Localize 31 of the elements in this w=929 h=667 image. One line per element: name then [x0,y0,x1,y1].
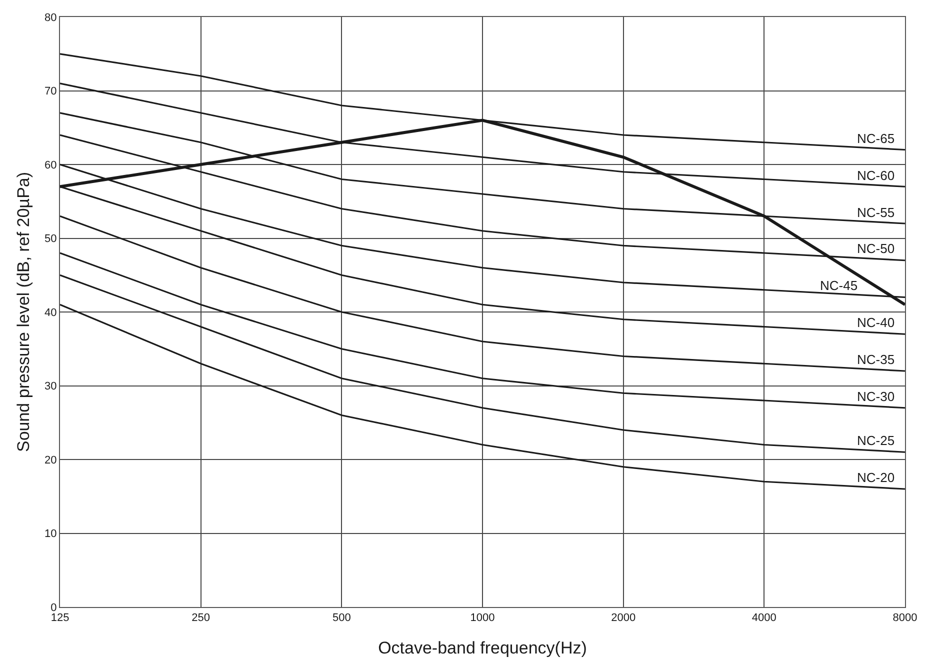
y-tick-label: 80 [44,12,57,24]
y-tick-label: 60 [44,159,57,172]
y-axis-title: Sound pressure level (dB, ref 20µPa) [14,172,34,452]
y-tick-label: 20 [44,454,57,466]
series-label: NC-55 [857,205,895,220]
x-axis-title: Octave-band frequency(Hz) [378,638,587,658]
series-label: NC-50 [857,241,895,256]
series-label: NC-65 [857,131,895,146]
series-label: NC-30 [857,389,895,404]
series-label: NC-40 [857,315,895,330]
series-label: NC-20 [857,470,895,485]
series-label: NC-35 [857,352,895,367]
x-tick-label: 4000 [752,612,776,624]
y-tick-label: 50 [44,233,57,246]
y-tick-label: 10 [44,528,57,540]
y-tick-label: 70 [44,86,57,98]
line-series [60,252,905,409]
line-series [60,274,905,453]
line-series [60,304,905,490]
y-tick-label: 0 [50,602,57,614]
series-label: NC-60 [857,168,895,183]
x-tick-label: 500 [332,612,351,624]
series-label: NC-25 [857,433,895,448]
x-tick-label: 2000 [611,612,636,624]
x-tick-label: 1000 [470,612,495,624]
x-tick-label: 125 [50,612,70,624]
x-tick-label: 8000 [892,612,918,624]
series-label: NC-45 [820,278,858,293]
y-tick-label: 40 [44,306,57,319]
x-tick-label: 250 [192,612,210,624]
y-tick-label: 30 [44,380,57,393]
